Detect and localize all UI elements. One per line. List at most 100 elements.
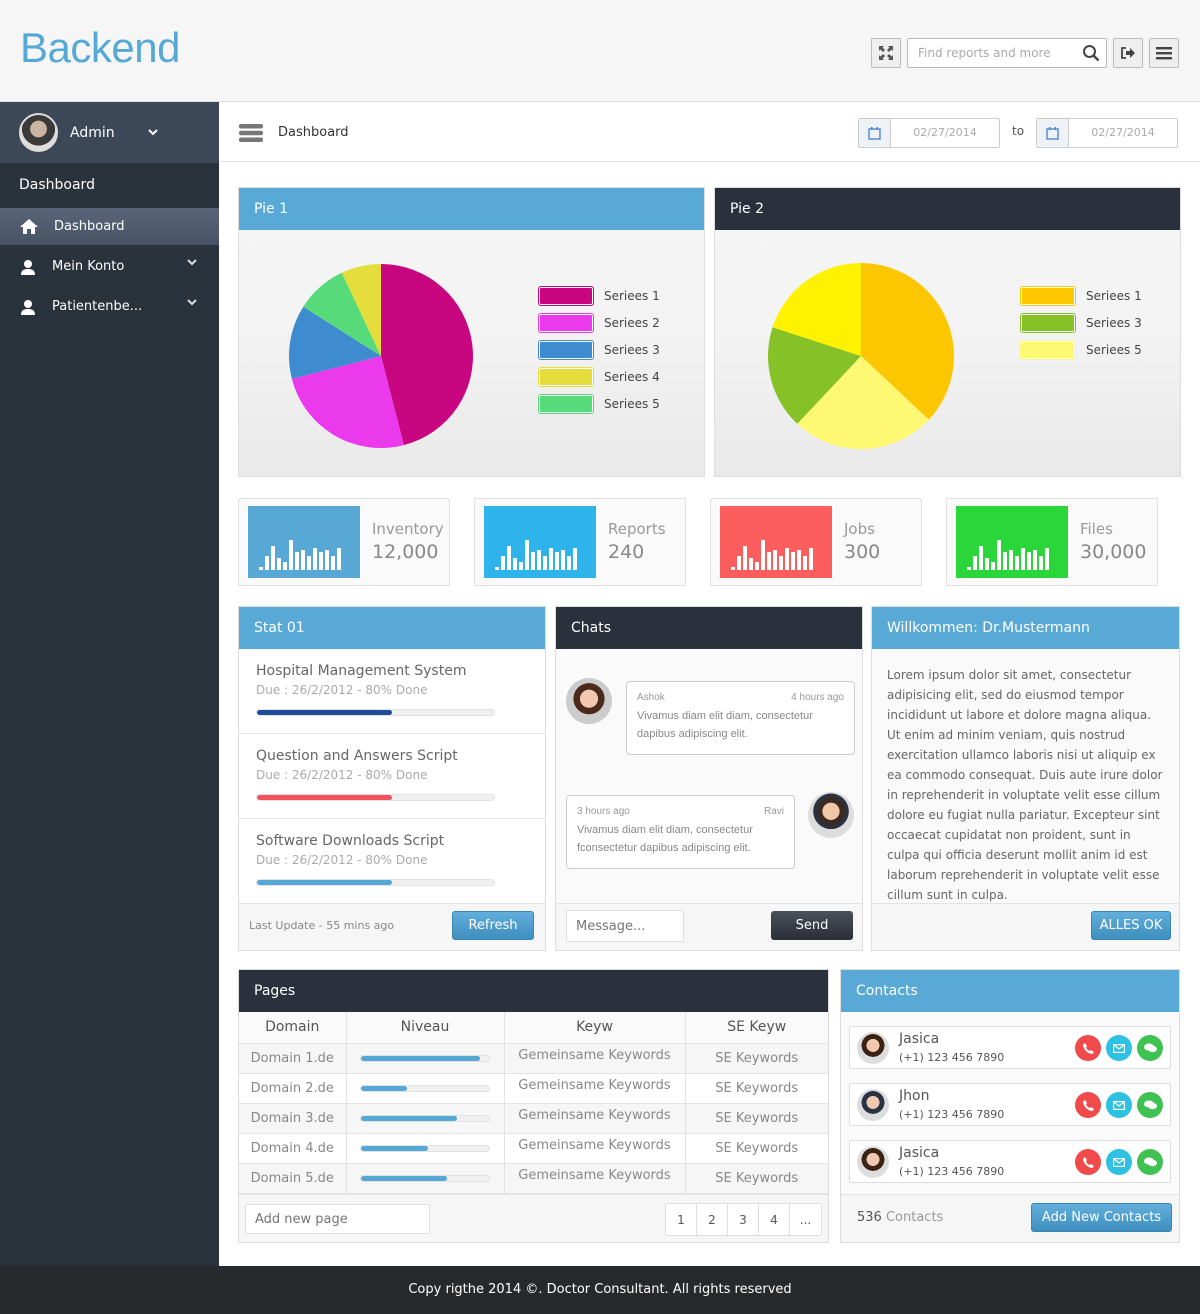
niveau-cell [346,1043,505,1074]
pie1-chart [289,264,473,448]
stat01-panel: Stat 01 Hospital Management System Due :… [238,606,546,951]
se-keyw-cell: SE Keywords [685,1133,828,1164]
table-row[interactable]: Domain 5.de Gemeinsame Keywords SE Keyword… [239,1163,828,1194]
sidebar-item-label: Patientenbe... [52,299,143,314]
column-header[interactable]: Niveau [346,1012,505,1044]
message-input[interactable] [566,910,684,942]
chat-button[interactable] [1137,1149,1163,1175]
contact-name: Jasica [899,1145,940,1161]
chat-time: 3 hours ago [577,806,630,817]
phone-icon [1082,1156,1094,1168]
user-menu[interactable]: Admin [0,102,219,163]
column-header[interactable]: Keyw [504,1012,686,1044]
call-button[interactable] [1075,1035,1101,1061]
add-contact-button[interactable]: Add New Contacts [1031,1203,1172,1232]
legend-item: Seriees 2 [538,309,660,336]
email-button[interactable] [1106,1035,1132,1061]
legend-label: Seriees 4 [604,369,660,384]
user-icon [21,299,35,315]
table-row[interactable]: Domain 3.de Gemeinsame Keywords SE Keyword… [239,1103,828,1134]
table-row[interactable]: Domain 2.de Gemeinsame Keywords SE Keyword… [239,1073,828,1104]
legend-item: Seriees 5 [538,390,660,417]
legend-swatch [538,393,594,414]
stat-label: Inventory [372,520,444,538]
niveau-bar [360,1174,490,1182]
send-button[interactable]: Send [771,911,853,940]
footer: Copy rigthe 2014 ©. Doctor Consultant. A… [0,1266,1200,1314]
legend-item: Seriees 3 [538,336,660,363]
legend-swatch [538,285,594,306]
user-name: Admin [70,124,115,141]
hamburger-icon[interactable] [239,124,263,142]
chat-text: Vivamus diam elit diam, consectetur dapi… [637,710,813,740]
add-page-input[interactable] [245,1204,430,1234]
legend-label: Seriees 3 [604,342,660,357]
niveau-bar [360,1114,490,1122]
sidebar: Admin Dashboard Dashboard Mein Konto Pat… [0,102,219,1266]
stat-label: Jobs [844,520,875,538]
page-link[interactable]: 4 [759,1204,790,1235]
pie-slice [303,272,381,356]
sidebar-item-dashboard[interactable]: Dashboard [0,208,219,245]
pie1-panel: Pie 1 Seriees 1 Seriees 2 Seriees 3 Seriees… [238,187,705,477]
chat-author: Ashok [637,692,665,703]
search-icon[interactable] [1082,44,1100,62]
contacts-panel: Contacts Jasica (+1) 123 456 7890 Jhon (+1… [840,969,1180,1243]
keyw-cell: Gemeinsame Keywords [504,1133,686,1164]
date-from-field[interactable]: 02/27/2014 [858,118,1000,148]
stat-value: 12,000 [372,541,439,563]
date-to-value: 02/27/2014 [1091,126,1155,139]
sidebar-item-patienten[interactable]: Patientenbe... [0,288,219,325]
chat-bubble-icon [1143,1100,1157,1110]
fullscreen-icon [879,46,893,60]
legend-swatch [1020,312,1076,333]
chevron-down-icon [187,299,197,306]
search-box [907,38,1107,68]
email-button[interactable] [1106,1149,1132,1175]
domain-cell: Domain 2.de [239,1073,347,1104]
task-item: Question and Answers Script Due : 26/2/2… [239,734,545,819]
logout-button[interactable] [1113,38,1143,68]
sidebar-item-mein-konto[interactable]: Mein Konto [0,248,219,285]
alles-ok-button[interactable]: ALLES OK [1091,911,1171,940]
page-link[interactable]: ... [799,1212,812,1227]
page-link[interactable]: 1 [666,1204,697,1235]
column-header[interactable]: Domain [239,1012,347,1044]
date-to-field[interactable]: 02/27/2014 [1036,118,1178,148]
pie-slice [381,264,473,446]
niveau-bar [360,1144,490,1152]
legend-label: Seriees 5 [604,396,660,411]
niveau-bar [360,1084,490,1092]
contact-item: Jhon (+1) 123 456 7890 [849,1083,1171,1126]
search-input[interactable] [908,39,1068,67]
avatar [857,1146,889,1178]
call-button[interactable] [1075,1092,1101,1118]
refresh-button[interactable]: Refresh [452,911,534,940]
se-keyw-cell: SE Keywords [685,1073,828,1104]
legend-swatch [1020,339,1076,360]
legend-swatch [538,339,594,360]
stat-value: 240 [608,541,645,563]
legend-item: Seriees 1 [538,282,660,309]
bar-sparkline [248,506,360,578]
table-row[interactable]: Domain 1.de Gemeinsame Keywords SE Keyword… [239,1043,828,1074]
menu-button[interactable] [1149,38,1179,68]
fullscreen-button[interactable] [871,38,901,68]
chat-author: Ravi [763,806,784,817]
chat-button[interactable] [1137,1035,1163,1061]
legend-item: Seriees 3 [1020,309,1142,336]
page-link[interactable]: 3 [728,1204,759,1235]
panel-title: Pie 2 [715,188,1180,230]
email-button[interactable] [1106,1092,1132,1118]
pie-slice [289,306,381,379]
page-link[interactable]: 2 [697,1204,728,1235]
column-header[interactable]: SE Keyw [685,1012,828,1044]
welcome-text: Lorem ipsum dolor sit amet, consectetur … [872,649,1179,921]
contact-phone: (+1) 123 456 7890 [899,1165,1005,1178]
table-row[interactable]: Domain 4.de Gemeinsame Keywords SE Keyword… [239,1133,828,1164]
contact-name: Jasica [899,1031,940,1047]
pie-slice [861,263,954,420]
contacts-count-number: 536 [857,1210,882,1225]
call-button[interactable] [1075,1149,1101,1175]
chat-button[interactable] [1137,1092,1163,1118]
